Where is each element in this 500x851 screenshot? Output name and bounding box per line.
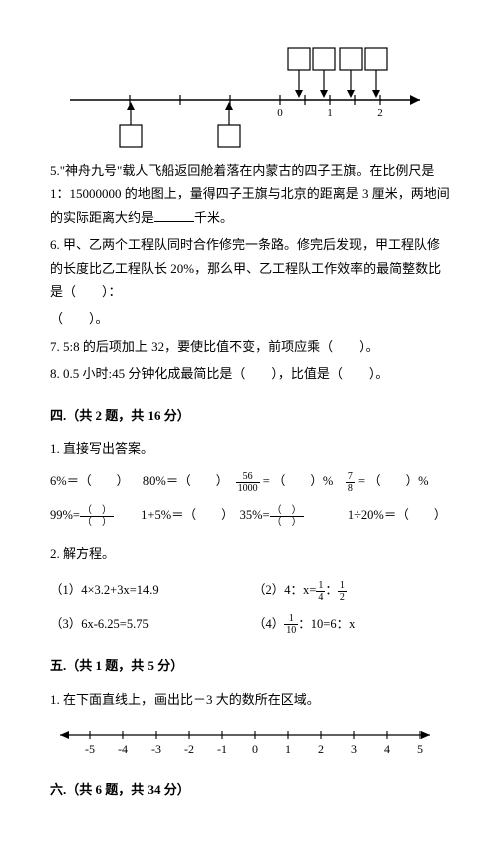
question-6-line2: （ ）。 bbox=[50, 307, 450, 330]
question-5: 5."神舟九号"载人飞船返回舱着落在内蒙古的四子王旗。在比例尺是 1：15000… bbox=[50, 159, 450, 229]
svg-text:1: 1 bbox=[285, 742, 291, 756]
svg-text:4: 4 bbox=[384, 742, 390, 756]
question-7: 7. 5:8 的后项加上 32，要使比值不变，前项应乘（ ）。 bbox=[50, 335, 450, 358]
svg-text:2: 2 bbox=[318, 742, 324, 756]
svg-text:1: 1 bbox=[327, 107, 333, 119]
section-4-title: 四.（共 2 题，共 16 分） bbox=[50, 404, 450, 427]
svg-text:-4: -4 bbox=[118, 742, 128, 756]
svg-text:5: 5 bbox=[417, 742, 423, 756]
calc-row-1: 6%＝（ ） 80%＝（ ） 561000 = （ ）% 78 = （ ）% bbox=[50, 470, 450, 494]
svg-text:-1: -1 bbox=[217, 742, 227, 756]
section-4-q2: 2. 解方程。 bbox=[50, 542, 450, 565]
calc-row-2: 99%=（ ）（ ） 1+5%＝（ ） 35%=（ ）（ ） 1÷20%＝（ ） bbox=[50, 504, 450, 528]
calc-1b: 80%＝（ ） bbox=[143, 470, 230, 494]
svg-text:2: 2 bbox=[377, 107, 383, 119]
number-line-diagram-boxes: 0 1 2 bbox=[50, 40, 450, 155]
calc-1a: 6%＝（ ） bbox=[50, 470, 137, 494]
section-4-q1: 1. 直接写出答案。 bbox=[50, 437, 450, 460]
calc-1d: 78 = （ ）% bbox=[346, 470, 450, 494]
svg-text:-5: -5 bbox=[85, 742, 95, 756]
eq-1: （1）4×3.2+3x=14.9 bbox=[50, 579, 247, 603]
eq-row-1: （1）4×3.2+3x=14.9 （2）4：x=14：12 bbox=[50, 579, 450, 603]
section-5-title: 五.（共 1 题，共 5 分） bbox=[50, 654, 450, 677]
eq-2: （2）4：x=14：12 bbox=[253, 579, 450, 603]
eq-4: （4）110：10=6：x bbox=[253, 613, 450, 637]
section-6-title: 六.（共 6 题，共 34 分） bbox=[50, 778, 450, 801]
number-line-diagram-plain: -5 -4 -3 -2 -1 0 1 2 3 4 5 bbox=[50, 715, 450, 760]
question-6-line1: 6. 甲、乙两个工程队同时合作修完一条路。修完后发现，甲工程队修的长度比乙工程队… bbox=[50, 233, 450, 303]
calc-2b: 1+5%＝（ ） bbox=[141, 504, 233, 528]
eq-row-2: （3）6x-6.25=5.75 （4）110：10=6：x bbox=[50, 613, 450, 637]
svg-text:0: 0 bbox=[252, 742, 258, 756]
svg-text:3: 3 bbox=[351, 742, 357, 756]
section-5-q1: 1. 在下面直线上，画出比－3 大的数所在区域。 bbox=[50, 688, 450, 711]
calc-2c: 35%=（ ）（ ） bbox=[240, 504, 342, 528]
svg-text:0: 0 bbox=[277, 107, 283, 119]
calc-1c: 561000 = （ ）% bbox=[236, 470, 340, 494]
eq-3: （3）6x-6.25=5.75 bbox=[50, 613, 247, 637]
svg-text:-2: -2 bbox=[184, 742, 194, 756]
svg-text:-3: -3 bbox=[151, 742, 161, 756]
calc-2d: 1÷20%＝（ ） bbox=[348, 504, 450, 528]
calc-2a: 99%=（ ）（ ） bbox=[50, 504, 135, 528]
question-8: 8. 0.5 小时:45 分钟化成最简比是（ ），比值是（ ）。 bbox=[50, 362, 450, 385]
